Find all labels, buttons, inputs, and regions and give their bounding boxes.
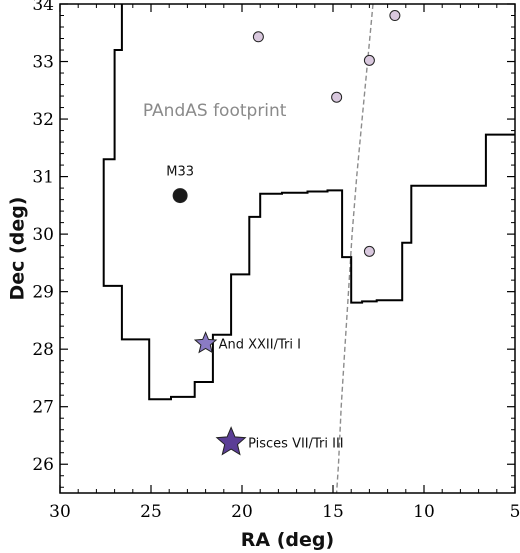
circle-marker-0 xyxy=(172,188,188,204)
axes: 30 25 20 15 10 5 26 27 28 29 30 31 32 33 34 xyxy=(32,0,520,522)
y-tick-label: 26 xyxy=(32,455,54,475)
x-axis-label: RA (deg) xyxy=(241,529,334,551)
x-tick-label: 5 xyxy=(510,502,520,522)
point-label-2: Pisces VII/Tri III xyxy=(248,436,344,451)
x-tick-label: 20 xyxy=(231,502,253,522)
y-tick-label: 31 xyxy=(32,168,54,188)
plot-content xyxy=(102,4,515,493)
y-tick-label: 28 xyxy=(32,340,54,360)
star-marker-1 xyxy=(193,331,218,354)
y-tick-label: 30 xyxy=(32,225,54,245)
y-axis-label: Dec (deg) xyxy=(7,197,29,301)
y-tick-label: 27 xyxy=(32,398,54,418)
y-tick-label: 33 xyxy=(32,53,54,73)
footprint-label: PAndAS footprint xyxy=(143,101,287,121)
point-label-0: M33 xyxy=(166,165,194,180)
y-tick-label: 29 xyxy=(32,283,54,303)
x-tick-label: 30 xyxy=(49,502,71,522)
circle-marker-6 xyxy=(389,10,401,22)
circle-marker-4 xyxy=(331,91,343,103)
star-marker-2 xyxy=(215,426,247,456)
y-tick-label: 32 xyxy=(32,110,54,130)
x-tick-label: 15 xyxy=(322,502,344,522)
plot-area: M33 And XXII/Tri I Pisces VII/Tri III xyxy=(102,4,515,493)
point-label-1: And XXII/Tri I xyxy=(219,337,301,352)
circle-marker-7 xyxy=(363,245,375,257)
x-tick-label: 10 xyxy=(413,502,435,522)
footprint-boundary xyxy=(102,4,515,401)
plot-frame xyxy=(59,3,516,494)
circle-marker-3 xyxy=(252,31,264,43)
x-tick-label: 25 xyxy=(140,502,162,522)
circle-marker-5 xyxy=(363,54,375,66)
y-tick-label: 34 xyxy=(32,0,54,15)
